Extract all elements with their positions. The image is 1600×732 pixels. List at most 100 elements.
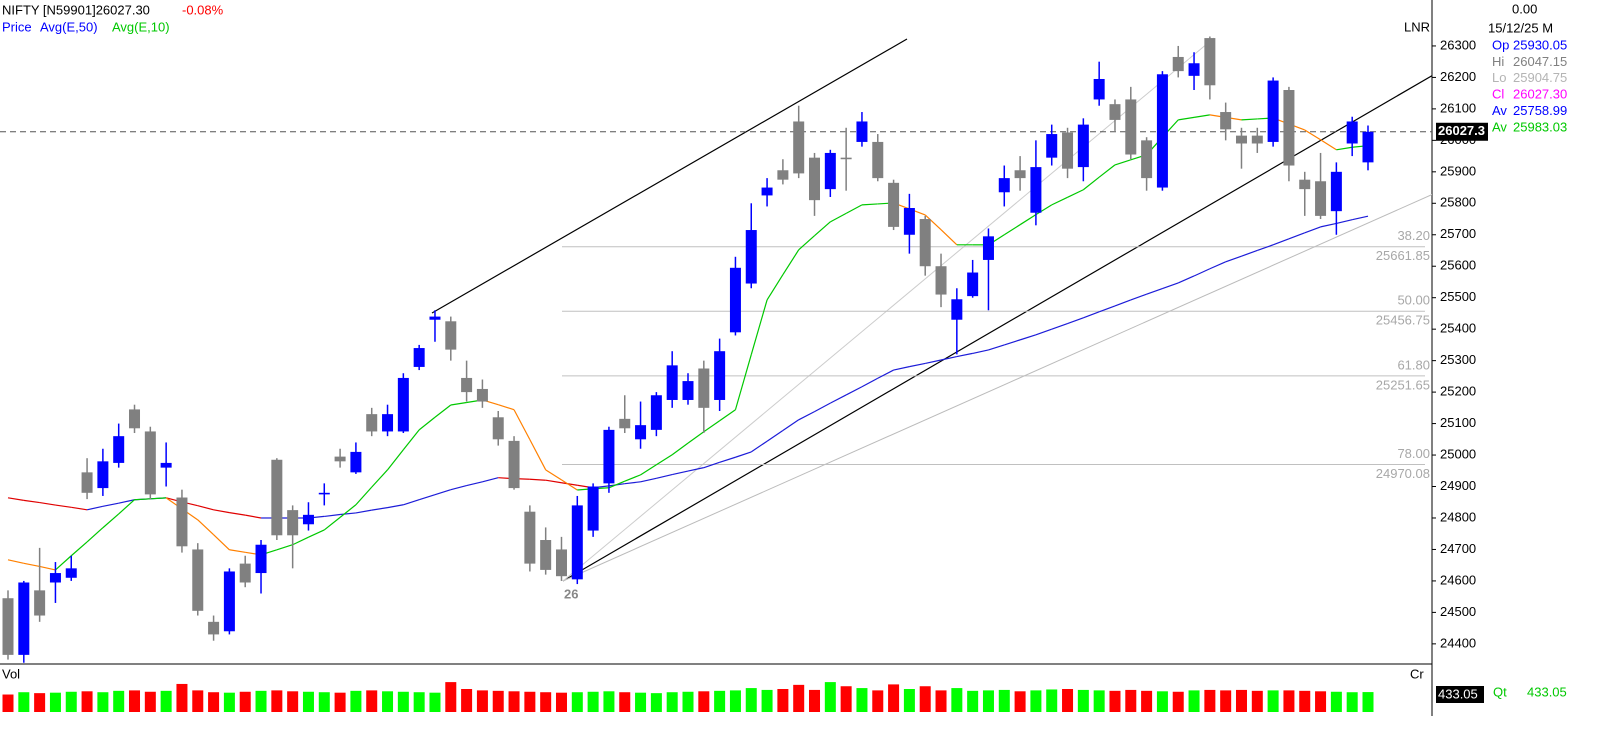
- y-tick-label: 24400: [1440, 635, 1476, 650]
- ma-segment: [229, 512, 246, 516]
- ma-segment: [940, 355, 957, 361]
- volume-badge: [1436, 686, 1484, 703]
- candle-body: [461, 377, 473, 393]
- ma-segment: [1209, 261, 1226, 270]
- ma-segment: [402, 429, 420, 451]
- volume-bar: [1299, 690, 1311, 712]
- volume-bar: [919, 686, 931, 712]
- ma-segment: [1098, 164, 1116, 178]
- ma-segment: [1241, 118, 1258, 121]
- volume-bar: [65, 691, 77, 712]
- volume-bar: [1141, 690, 1153, 712]
- ma-segment: [434, 489, 451, 496]
- candle-body: [650, 395, 662, 430]
- ma-segment: [1193, 114, 1210, 118]
- volume-bar: [318, 692, 330, 712]
- ma-segment: [719, 456, 736, 463]
- info-value: 25983.03: [1513, 119, 1567, 134]
- volume-bar: [1251, 690, 1263, 712]
- ma-segment: [323, 516, 341, 531]
- candle-body: [113, 436, 125, 463]
- volume-bar: [1188, 690, 1200, 712]
- candle-body: [160, 462, 172, 468]
- candle-body: [824, 152, 836, 190]
- ma-segment: [466, 481, 483, 487]
- volume-bar: [1109, 690, 1121, 712]
- volume-bar: [508, 691, 520, 712]
- ma-segment: [1304, 129, 1321, 141]
- candle-body: [1125, 99, 1137, 155]
- legend-ma10: Avg(E,10): [112, 19, 170, 34]
- ma-segment: [735, 451, 752, 458]
- volume-unit: Cr: [1410, 666, 1424, 681]
- ma-segment: [909, 362, 926, 368]
- volume-bar: [255, 690, 267, 712]
- y-tick-label: 24800: [1440, 509, 1476, 524]
- candle-body: [492, 417, 504, 440]
- ma-segment: [450, 484, 467, 491]
- volume-bar: [619, 692, 631, 712]
- ma-segment: [308, 529, 325, 538]
- candle-body: [951, 299, 963, 320]
- ma-segment: [1352, 215, 1369, 221]
- volume-bar: [982, 690, 994, 712]
- legend-price: Price: [2, 19, 32, 34]
- volume-bar: [745, 688, 757, 712]
- candle-body: [761, 187, 773, 196]
- volume-bar: [524, 691, 536, 712]
- volume-bar: [698, 691, 710, 712]
- volume-bar: [34, 693, 46, 712]
- ma-segment: [687, 467, 704, 472]
- ma-segment: [403, 499, 420, 506]
- volume-bar: [856, 688, 868, 712]
- ma-segment: [1019, 334, 1037, 341]
- candle-body: [777, 170, 789, 180]
- ma-segment: [814, 402, 831, 413]
- ma-segment: [1225, 255, 1242, 263]
- candle-body: [397, 377, 409, 432]
- volume-bar: [97, 692, 109, 712]
- ma-segment: [656, 473, 673, 479]
- candle-body: [666, 365, 678, 400]
- candle-body: [129, 409, 141, 429]
- info-value: 26047.15: [1513, 54, 1567, 69]
- ma-segment: [703, 461, 720, 469]
- volume-bar: [1030, 690, 1042, 712]
- info-label: Lo: [1492, 70, 1506, 85]
- candle-body: [555, 549, 567, 577]
- info-value: 26027.30: [1513, 87, 1567, 102]
- ma-segment: [245, 514, 262, 519]
- ma-segment: [498, 404, 515, 411]
- candle-body: [223, 571, 235, 632]
- price-badge: [1436, 122, 1488, 141]
- candle-body: [998, 178, 1010, 193]
- volume-bar: [81, 691, 93, 712]
- ma-segment: [434, 404, 452, 418]
- volume-bar: [350, 690, 362, 712]
- ma-segment: [940, 229, 958, 246]
- candle-body: [208, 621, 220, 635]
- y-tick-label: 25900: [1440, 163, 1476, 178]
- volume-bar: [935, 690, 947, 712]
- candle-body: [192, 549, 204, 611]
- ma-segment: [355, 509, 372, 514]
- ma-segment: [1146, 288, 1163, 295]
- volume-bar: [461, 689, 473, 712]
- ma-segment: [102, 513, 120, 529]
- ma-segment: [529, 439, 547, 471]
- ma-segment: [830, 212, 847, 223]
- candle-body: [903, 208, 915, 235]
- y-tick-label: 25400: [1440, 321, 1476, 336]
- candle-body: [366, 414, 378, 432]
- ma-segment: [1098, 305, 1116, 313]
- ma-segment: [1320, 139, 1337, 151]
- y-tick-label: 25800: [1440, 195, 1476, 210]
- volume-bar: [49, 692, 61, 712]
- ma-segment: [339, 504, 357, 518]
- volume-bar: [208, 692, 220, 712]
- candle-body: [144, 431, 156, 495]
- fib-ratio: 61.80: [1397, 357, 1430, 372]
- candle-body: [49, 573, 61, 583]
- candle-body: [1204, 38, 1216, 86]
- y-tick-label: 26200: [1440, 69, 1476, 84]
